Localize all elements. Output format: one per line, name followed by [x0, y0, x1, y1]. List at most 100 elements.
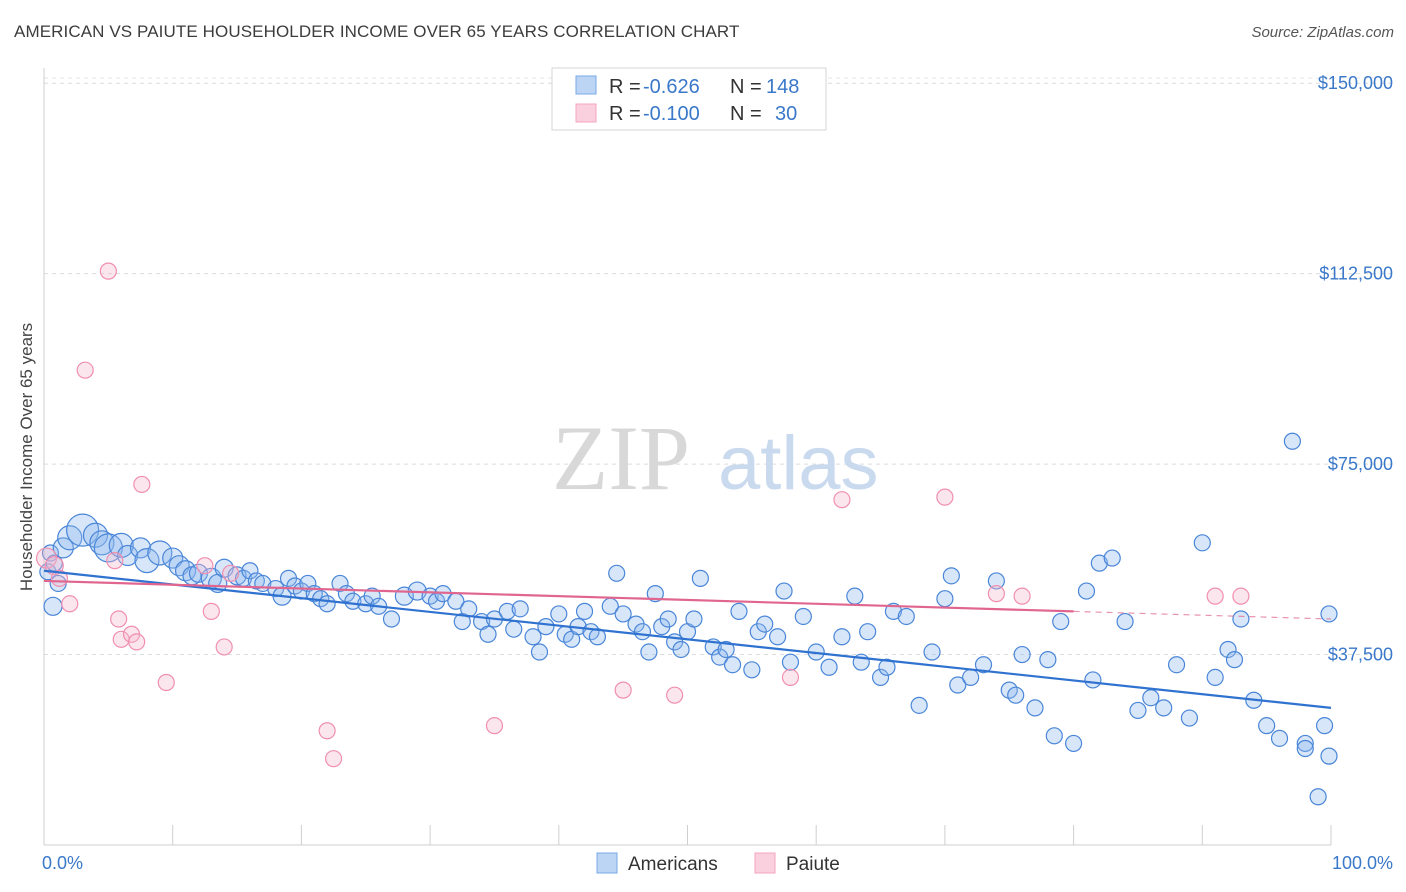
- chart-title: AMERICAN VS PAIUTE HOUSEHOLDER INCOME OV…: [14, 22, 740, 41]
- americans-point: [775, 582, 793, 600]
- legend-n-value-2: 30: [775, 103, 797, 125]
- americans-point: [672, 640, 690, 659]
- paiute-point: [35, 547, 58, 569]
- americans-point: [299, 574, 317, 593]
- americans-point: [633, 623, 652, 641]
- americans-point: [89, 530, 115, 556]
- americans-point: [640, 643, 658, 661]
- americans-point: [859, 623, 877, 641]
- americans-point: [93, 533, 123, 563]
- paiute-point: [61, 595, 79, 613]
- americans-point: [614, 605, 632, 623]
- x-ticks: [172, 825, 1332, 845]
- americans-point: [1084, 671, 1102, 689]
- paiute-point: [128, 633, 146, 651]
- paiute-point: [106, 552, 124, 570]
- legend-r-label-1: R =: [609, 76, 641, 98]
- legend-swatch-paiute: [575, 103, 597, 123]
- paiute-point: [99, 262, 117, 280]
- americans-point: [1283, 432, 1301, 450]
- x-tick-label-max: 100.0%: [1332, 853, 1393, 873]
- legend-box: [551, 67, 827, 131]
- americans-point: [43, 596, 63, 616]
- americans-point: [756, 615, 774, 633]
- americans-point: [949, 676, 967, 694]
- americans-point: [910, 696, 928, 714]
- legend-r-value-2: -0.100: [643, 103, 700, 125]
- paiute-point: [987, 585, 1005, 603]
- paiute-point: [1013, 587, 1031, 605]
- americans-point: [768, 628, 787, 646]
- americans-point: [923, 643, 941, 661]
- bottom-legend: Americans Paiute: [596, 852, 840, 875]
- paiute-point: [76, 361, 94, 379]
- americans-point: [174, 560, 197, 582]
- americans-point: [1045, 727, 1063, 745]
- legend-n-label-1: N =: [730, 76, 762, 98]
- americans-point: [608, 564, 626, 582]
- americans-point: [1155, 699, 1173, 717]
- americans-point: [1320, 605, 1338, 623]
- x-tick-label-min: 0.0%: [42, 853, 83, 873]
- legend-r-value-1: -0.626: [643, 76, 700, 98]
- paiute-point: [318, 722, 336, 740]
- americans-point: [524, 628, 542, 646]
- americans-point: [1270, 729, 1289, 747]
- americans-point: [1296, 734, 1314, 753]
- americans-point: [134, 548, 160, 574]
- americans-point: [936, 590, 954, 608]
- americans-point: [1013, 645, 1031, 664]
- americans-point: [743, 661, 761, 679]
- y-tick-labels: $37,500 $75,000 $112,500 $150,000: [1318, 73, 1393, 664]
- paiute-point: [833, 491, 851, 509]
- americans-point: [505, 620, 523, 638]
- americans-point: [1064, 734, 1083, 753]
- americans-point: [691, 569, 709, 587]
- source-label: Source: ZipAtlas.com: [1251, 24, 1394, 41]
- paiute-point: [1232, 587, 1250, 605]
- paiute-trend-extension: [1073, 610, 1332, 620]
- americans-point: [730, 602, 748, 620]
- paiute-point: [614, 681, 632, 699]
- trend-lines: [43, 569, 1332, 709]
- americans-point: [511, 600, 529, 618]
- paiute-point: [110, 610, 128, 628]
- legend-n-value-1: 148: [766, 76, 799, 98]
- paiute-point: [202, 602, 220, 620]
- paiute-point: [324, 750, 343, 768]
- americans-point: [1052, 612, 1070, 631]
- americans-point: [1167, 656, 1186, 674]
- bottom-legend-swatch-paiute: [754, 852, 776, 874]
- americans-point: [1315, 717, 1334, 735]
- y-tick-label-0: $37,500: [1328, 645, 1393, 665]
- americans-point: [363, 587, 381, 605]
- paiute-point: [222, 564, 240, 582]
- y-tick-label-1: $75,000: [1328, 454, 1393, 474]
- americans-point: [685, 610, 703, 628]
- americans-point: [1103, 549, 1121, 567]
- americans-point: [1232, 610, 1250, 628]
- americans-trend-line: [43, 569, 1332, 709]
- y-axis-label: Householder Income Over 65 years: [17, 323, 36, 591]
- paiute-point: [781, 668, 800, 687]
- legend-n-label-2: N =: [730, 103, 762, 125]
- americans-point: [537, 618, 555, 636]
- americans-point: [942, 567, 960, 585]
- paiute-trend-line: [43, 579, 1074, 613]
- americans-point: [846, 587, 864, 605]
- americans-point: [717, 640, 735, 659]
- americans-point: [1219, 640, 1237, 659]
- americans-point: [57, 525, 83, 551]
- y-tick-label-3: $150,000: [1318, 73, 1393, 93]
- bottom-legend-label-americans: Americans: [628, 854, 718, 875]
- paiute-point: [1206, 587, 1224, 605]
- legend-swatch-americans: [575, 75, 597, 95]
- americans-point: [1090, 554, 1108, 572]
- americans-point: [1039, 651, 1057, 669]
- americans-point: [781, 653, 800, 671]
- bottom-legend-swatch-americans: [596, 852, 618, 874]
- americans-point: [794, 607, 812, 626]
- americans-point: [987, 572, 1005, 590]
- americans-point: [1007, 686, 1025, 704]
